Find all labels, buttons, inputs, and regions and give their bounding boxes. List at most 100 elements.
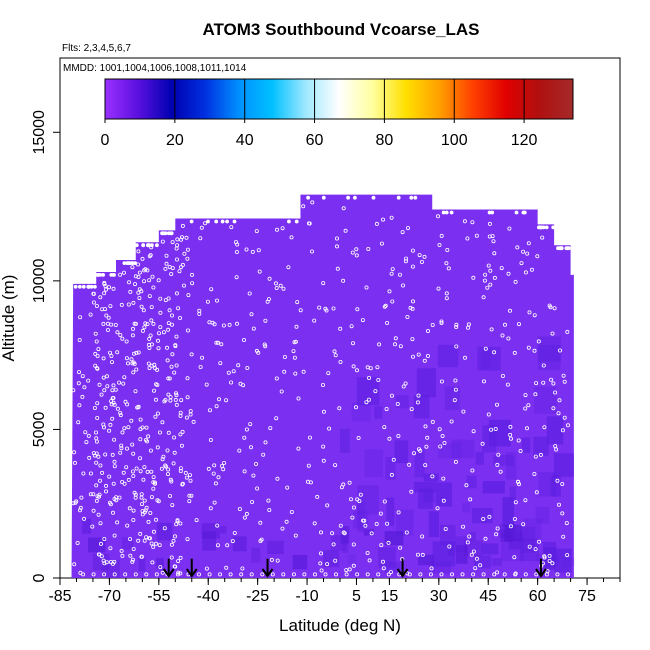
sample-point	[423, 424, 428, 429]
sample-point	[103, 452, 108, 457]
sample-point	[140, 425, 145, 430]
sample-point	[174, 257, 179, 262]
sample-point	[393, 336, 398, 341]
sample-point	[87, 455, 92, 460]
sample-point	[95, 401, 100, 406]
sample-point	[115, 350, 120, 355]
sample-point	[323, 572, 328, 577]
sample-point	[139, 495, 144, 500]
sample-point	[403, 259, 408, 264]
sample-point	[547, 559, 552, 564]
sample-point	[112, 533, 117, 538]
sample-point	[407, 572, 412, 577]
sample-point	[542, 425, 547, 430]
sample-point	[286, 265, 291, 270]
sample-point	[206, 219, 210, 224]
sample-point	[172, 564, 177, 569]
sample-point	[364, 285, 369, 290]
sample-point	[136, 290, 141, 295]
sample-point	[91, 291, 96, 296]
sample-point	[111, 510, 116, 515]
sample-point	[564, 521, 569, 526]
sample-point	[167, 308, 172, 313]
sample-point	[274, 376, 279, 381]
sample-point	[209, 287, 214, 292]
sample-point	[508, 432, 513, 437]
sample-point	[242, 435, 247, 440]
field-cell	[553, 453, 574, 477]
sample-point	[471, 429, 476, 434]
sample-point	[131, 547, 136, 552]
sample-point	[389, 393, 394, 398]
sample-point	[172, 534, 177, 539]
sample-point	[312, 572, 317, 577]
profile-arrow	[162, 558, 175, 578]
sample-point	[133, 495, 138, 500]
sample-point	[400, 283, 405, 288]
sample-point	[453, 378, 458, 383]
sample-point	[516, 438, 521, 443]
sample-point	[94, 460, 99, 465]
sample-point	[454, 324, 459, 329]
sample-point	[119, 302, 124, 307]
sample-point	[415, 400, 420, 405]
sample-point	[112, 572, 117, 577]
sample-point	[505, 382, 510, 387]
sample-point	[153, 541, 158, 546]
sample-point	[96, 454, 101, 459]
field-cell	[138, 558, 146, 572]
sample-point	[241, 383, 246, 388]
sample-point	[108, 546, 113, 551]
field-cell	[535, 506, 550, 524]
sample-point	[146, 519, 151, 524]
sample-point	[436, 286, 441, 291]
x-tick-label: -25	[246, 588, 269, 605]
sample-point	[356, 435, 361, 440]
sample-point	[417, 253, 422, 258]
sample-point	[380, 217, 385, 222]
sample-point	[306, 221, 311, 226]
sample-point	[454, 344, 459, 349]
sample-point	[108, 422, 113, 427]
sample-point	[160, 420, 165, 425]
sample-point	[441, 476, 446, 481]
field-cell	[156, 522, 173, 541]
sample-point	[471, 549, 476, 554]
sample-point	[442, 440, 447, 445]
sample-point	[158, 565, 163, 570]
sample-point	[169, 322, 174, 327]
sample-point	[93, 351, 98, 356]
sample-point	[169, 313, 174, 318]
sample-point	[169, 542, 174, 547]
sample-point	[452, 398, 457, 403]
sample-point	[411, 451, 416, 456]
sample-point	[551, 225, 556, 230]
sample-point	[289, 509, 294, 514]
sample-point	[125, 446, 130, 451]
sample-point	[80, 374, 85, 379]
y-tick-label: 10000	[31, 259, 48, 304]
colorbar-tick-label: 60	[306, 132, 324, 149]
sample-point	[186, 293, 191, 298]
sample-point	[170, 503, 175, 508]
sample-point	[282, 354, 287, 359]
sample-point	[188, 478, 193, 483]
sample-point	[140, 256, 145, 261]
sample-point	[155, 498, 160, 503]
sample-point	[139, 502, 144, 507]
sample-point	[309, 249, 314, 254]
sample-point	[488, 268, 493, 273]
sample-point	[72, 450, 77, 455]
sample-point	[558, 348, 563, 353]
sample-point	[141, 279, 146, 284]
sample-point	[270, 572, 275, 577]
sample-point	[98, 478, 103, 483]
sample-point	[134, 367, 139, 372]
sample-point	[166, 376, 171, 381]
sample-point	[381, 566, 386, 571]
sample-point	[513, 279, 518, 284]
sample-point	[284, 519, 289, 524]
sample-point	[184, 415, 189, 420]
sample-point	[508, 424, 513, 429]
sample-point	[154, 243, 159, 248]
